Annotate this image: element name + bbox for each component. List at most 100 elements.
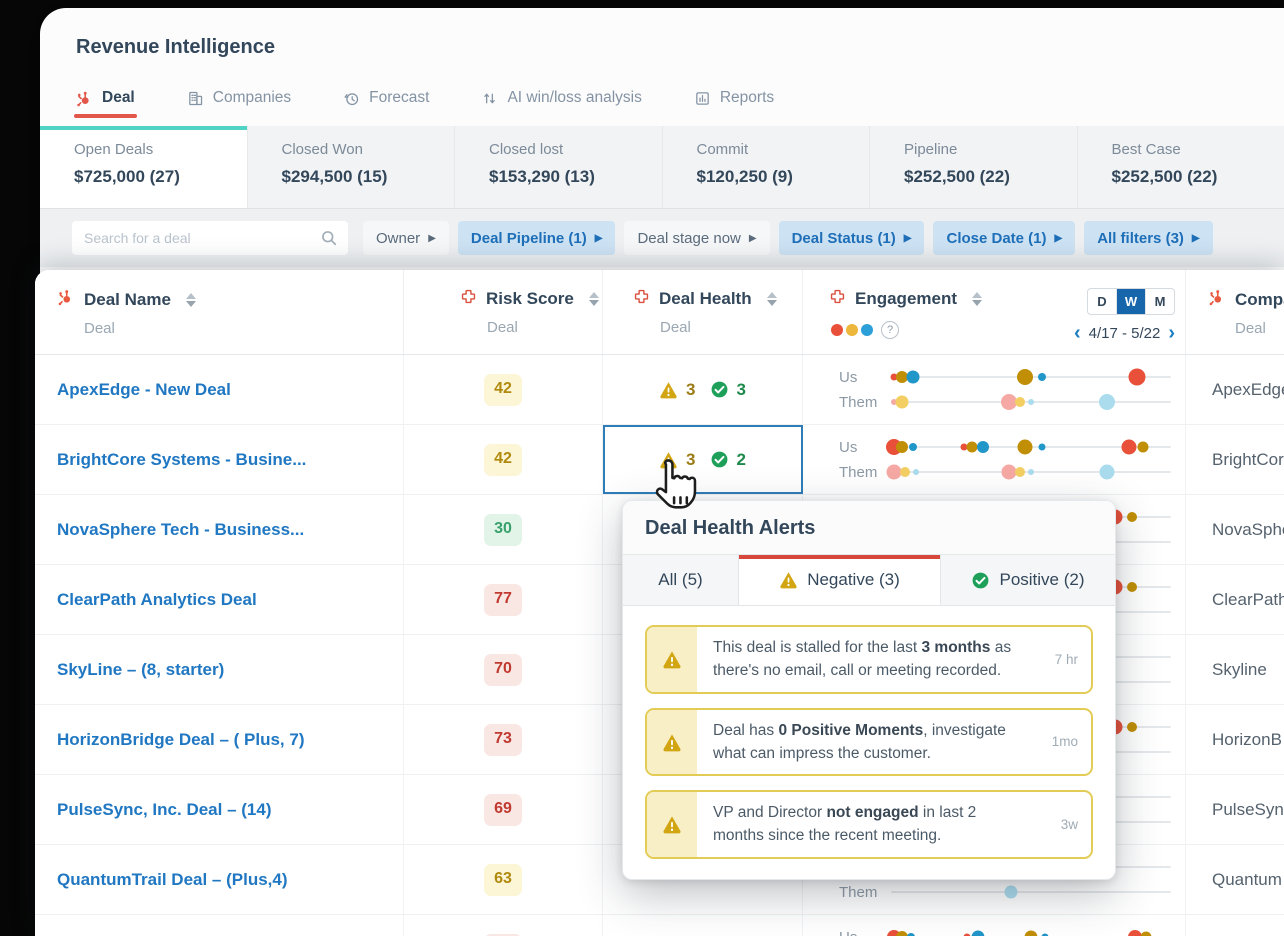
engagement-side-label: Us	[803, 929, 891, 936]
deal-name-link[interactable]: ClearPath Analytics Deal	[57, 589, 257, 609]
filter-deal-status-button[interactable]: Deal Status (1) ▶	[778, 221, 925, 255]
deal-health-cell[interactable]: 3 2	[603, 425, 803, 494]
deal-name-link[interactable]: PulseSync, Inc. Deal – (14)	[57, 799, 272, 819]
alerts-tab-positive[interactable]: Positive (2)	[941, 555, 1115, 605]
summary-card-commit[interactable]: Commit $120,250 (9)	[662, 126, 869, 208]
deal-health-cell[interactable]	[603, 915, 803, 936]
period-day-button[interactable]: D	[1097, 294, 1107, 309]
engagement-dot	[1017, 369, 1034, 385]
reports-icon	[694, 90, 711, 107]
nav-tab-ai-winloss[interactable]: AI win/loss analysis	[481, 89, 642, 107]
engagement-dot	[1126, 512, 1137, 522]
filter-owner-button[interactable]: Owner ▶	[363, 221, 449, 255]
search-icon	[319, 228, 339, 253]
summary-card-pipeline[interactable]: Pipeline $252,500 (22)	[870, 126, 1077, 208]
company-name: ApexEdge	[1212, 379, 1284, 399]
sort-toggle[interactable]	[766, 292, 777, 306]
engagement-timeline	[891, 885, 1171, 899]
warning-icon	[779, 570, 798, 589]
deal-name-cell: BrightCore Systems - Busine...	[35, 425, 404, 494]
date-prev-button[interactable]: ‹	[1073, 322, 1081, 344]
plus-cross-icon	[460, 288, 477, 310]
sort-toggle[interactable]	[185, 292, 196, 307]
risk-score-badge: 77	[484, 583, 522, 616]
summary-card-closed-won[interactable]: Closed Won $294,500 (15)	[247, 126, 454, 208]
engagement-dot	[890, 373, 898, 381]
deal-name-link[interactable]: ApexEdge - New Deal	[57, 379, 231, 399]
deal-health-cell[interactable]: 3 3	[603, 355, 803, 424]
negative-alert-count: 3	[686, 449, 696, 469]
engagement-dot	[1098, 394, 1115, 410]
engagement-dot	[1001, 464, 1017, 480]
company-cell: ClearPath	[1186, 565, 1284, 634]
period-month-button[interactable]: M	[1145, 289, 1174, 314]
deal-name-link[interactable]: BrightCore Systems - Busine...	[57, 449, 307, 469]
alerts-list: This deal is stalled for the last 3 mont…	[623, 606, 1115, 879]
deal-name-link[interactable]: HorizonBridge Deal – ( Plus, 7)	[57, 729, 305, 749]
caret-right-icon: ▶	[748, 232, 757, 244]
nav-tab-reports[interactable]: Reports	[694, 89, 774, 107]
deal-name-cell	[35, 915, 404, 936]
risk-score-badge: 30	[484, 513, 522, 546]
engagement-dot	[906, 370, 920, 384]
deal-name-cell: PulseSync, Inc. Deal – (14)	[35, 775, 404, 844]
filter-all-filters-button[interactable]: All filters (3) ▶	[1084, 221, 1213, 255]
column-header-company[interactable]: Company Deal	[1186, 270, 1284, 354]
warning-icon	[659, 450, 678, 469]
positive-alert-count: 2	[736, 449, 746, 469]
alert-card: Deal has 0 Positive Moments, investigate…	[645, 707, 1093, 776]
summary-card-closed-lost[interactable]: Closed lost $153,290 (13)	[455, 126, 662, 208]
alert-stripe	[647, 709, 697, 774]
risk-score-cell: 42	[404, 425, 603, 494]
warning-icon	[659, 380, 678, 399]
engagement-dot	[886, 464, 902, 480]
column-header-deal-health[interactable]: Deal Health Deal	[603, 270, 803, 354]
engagement-side-label: Them	[839, 393, 878, 411]
company-cell: HorizonB	[1186, 705, 1284, 774]
alert-text: Deal has 0 Positive Moments, investigate…	[713, 721, 1006, 762]
check-icon	[710, 380, 729, 399]
deal-health-cell[interactable]	[603, 845, 803, 914]
nav-tab-forecast[interactable]: Forecast	[343, 89, 429, 107]
company-cell: BrightCor	[1186, 425, 1284, 494]
deal-name-link[interactable]: SkyLine – (8, starter)	[57, 659, 225, 679]
deal-name-link[interactable]: QuantumTrail Deal – (Plus,4)	[57, 869, 288, 889]
deal-name-link[interactable]: NovaSphere Tech - Business...	[57, 519, 305, 539]
engagement-side-label: Us	[839, 368, 858, 386]
company-cell: Quantum	[1186, 845, 1284, 914]
help-icon[interactable]: ?	[881, 321, 899, 339]
engagement-side-label: Us	[839, 438, 858, 456]
alert-text: This deal is stalled for the last 3 mont…	[713, 639, 1012, 680]
filter-deal-stage-button[interactable]: Deal stage now ▶	[624, 221, 770, 255]
filter-close-date-button[interactable]: Close Date (1) ▶	[933, 221, 1076, 255]
sort-toggle[interactable]	[588, 292, 599, 306]
engagement-dot	[971, 930, 985, 936]
company-name: HorizonB	[1212, 729, 1282, 749]
hubspot-sprocket-icon	[1208, 288, 1226, 311]
check-icon	[710, 450, 729, 469]
warning-icon	[662, 649, 682, 669]
risk-score-cell: 42	[404, 355, 603, 424]
summary-card-best-case[interactable]: Best Case $252,500 (22)	[1077, 126, 1284, 208]
alerts-tab-negative[interactable]: Negative (3)	[739, 555, 941, 605]
engagement-dot	[896, 371, 909, 383]
warning-icon	[662, 732, 682, 752]
date-next-button[interactable]: ›	[1168, 322, 1175, 344]
search-input[interactable]	[72, 221, 348, 255]
column-header-risk-score[interactable]: Risk Score Deal	[404, 270, 603, 354]
deal-name-cell: QuantumTrail Deal – (Plus,4)	[35, 845, 404, 914]
nav-tab-deal[interactable]: Deal	[74, 89, 137, 118]
sort-toggle[interactable]	[972, 292, 983, 306]
companies-icon	[187, 90, 204, 107]
engagement-dot	[1140, 931, 1152, 936]
nav-tab-companies[interactable]: Companies	[187, 89, 291, 107]
company-name: NovaSphe	[1212, 519, 1284, 539]
filter-deal-pipeline-button[interactable]: Deal Pipeline (1) ▶	[457, 221, 616, 255]
engagement-dot	[1038, 373, 1047, 381]
column-header-engagement[interactable]: Engagement ? D W M	[803, 270, 1186, 354]
period-week-button[interactable]: W	[1116, 289, 1145, 314]
alerts-tab-all[interactable]: All (5)	[623, 555, 739, 605]
summary-card-open-deals[interactable]: Open Deals $725,000 (27)	[40, 126, 247, 208]
column-header-deal-name[interactable]: Deal Name Deal	[35, 270, 404, 354]
